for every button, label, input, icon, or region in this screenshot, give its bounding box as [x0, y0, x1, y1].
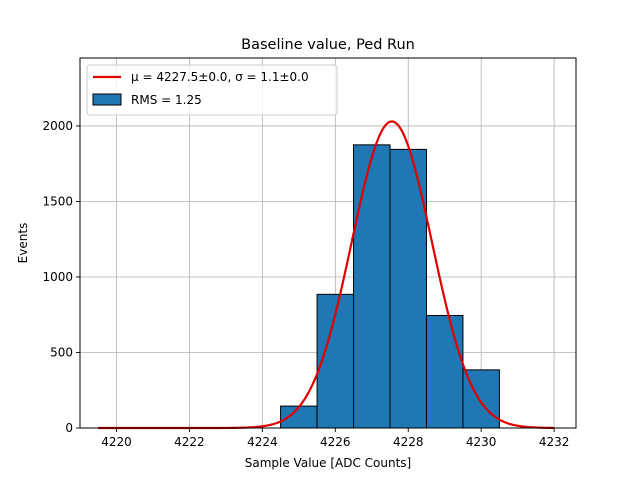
histogram-bar: [425, 314, 464, 429]
y-tick-label: 1500: [42, 194, 73, 208]
legend-hist-patch: [92, 93, 122, 106]
legend-fit-label: μ = 4227.5±0.0, σ = 1.1±0.0: [131, 70, 309, 84]
x-tick-label: 4226: [320, 435, 351, 449]
x-tick-label: 4232: [539, 435, 570, 449]
legend: μ = 4227.5±0.0, σ = 1.1±0.0 RMS = 1.25: [86, 64, 338, 116]
histogram-bar: [353, 144, 391, 429]
histogram-bars: [98, 144, 536, 429]
x-axis-ticks: 4220 4222 4224 4226 4228 4230 4232: [101, 428, 569, 449]
x-tick-label: 4228: [393, 435, 424, 449]
legend-fit-sigma: σ = 1.1±0.0: [235, 70, 309, 84]
x-tick-label: 4230: [466, 435, 497, 449]
legend-box: [86, 64, 338, 116]
x-tick-label: 4224: [247, 435, 278, 449]
legend-hist-label: RMS = 1.25: [131, 93, 202, 107]
x-axis-label: Sample Value [ADC Counts]: [245, 456, 411, 470]
chart-title: Baseline value, Ped Run: [241, 37, 415, 53]
plot-frame: [79, 57, 577, 429]
histogram-bar: [389, 148, 427, 429]
y-tick-label: 1000: [42, 270, 73, 284]
y-axis-ticks: 0 500 1000 1500 2000: [42, 119, 80, 435]
legend-fit-mu: μ = 4227.5±0.0,: [131, 70, 235, 84]
y-tick-label: 500: [50, 345, 73, 359]
x-tick-label: 4220: [101, 435, 132, 449]
histogram-bar: [280, 405, 318, 429]
x-tick-label: 4222: [174, 435, 205, 449]
y-tick-label: 0: [65, 421, 73, 435]
y-axis-label: Events: [16, 223, 30, 264]
y-tick-label: 2000: [42, 119, 73, 133]
